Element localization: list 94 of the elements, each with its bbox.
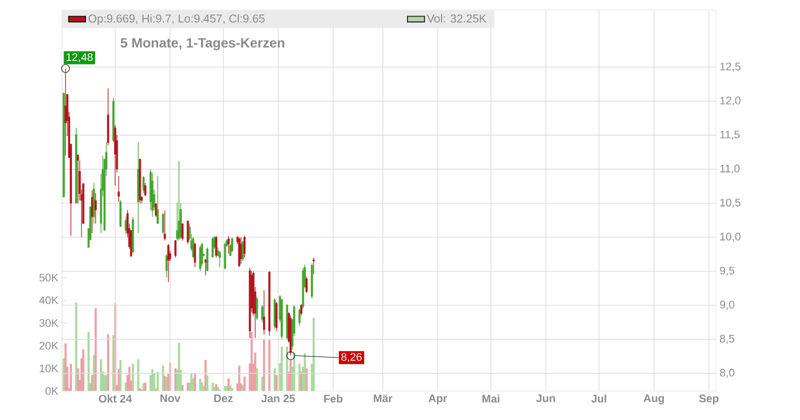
y-tick-label: 8,5 (720, 334, 734, 344)
candlestick (242, 240, 244, 262)
bar (70, 364, 72, 391)
bar (132, 364, 134, 391)
bar (64, 343, 67, 391)
bar (156, 372, 159, 391)
candlestick (256, 296, 258, 321)
y-tick-label: 12,5 (720, 62, 740, 72)
bar (107, 334, 110, 391)
bar (194, 373, 196, 391)
bar (137, 359, 140, 391)
bar (94, 308, 97, 391)
bar (268, 340, 270, 391)
candlestick (154, 202, 157, 218)
bar (153, 373, 156, 391)
candlestick (174, 240, 176, 258)
legend-label: Op:9.669, Hi:9.7, Lo:9.457, Cl:9.65 (88, 14, 265, 25)
bar (124, 382, 127, 391)
candlestick (181, 223, 184, 241)
y-tick-label: 9,0 (720, 300, 734, 310)
candlestick (300, 304, 302, 316)
bar (312, 318, 315, 391)
candlestick (231, 236, 234, 253)
bar (238, 366, 240, 391)
y2-tick-label: 0K (46, 387, 58, 395)
x-tick-label: Jul (591, 394, 606, 403)
y-tick-label: 11,5 (720, 130, 740, 140)
x-tick-label: Sep (699, 394, 719, 404)
x-tick-label: Nov (160, 394, 180, 402)
bar (199, 378, 202, 391)
x-tick-label: Jan 25 (261, 394, 295, 402)
candlestick (166, 254, 168, 278)
bar (300, 372, 302, 391)
candlestick (156, 176, 159, 224)
bar (62, 358, 65, 391)
candlestick (194, 242, 196, 268)
y-tick-label: 10,0 (720, 232, 740, 242)
candlestick (218, 250, 221, 268)
candlestick (306, 276, 308, 294)
bar (204, 360, 207, 391)
x-tick-label: Jun (536, 394, 555, 402)
y-tick-label: 12,0 (720, 96, 740, 106)
candlestick (261, 304, 264, 323)
bar (243, 376, 246, 391)
candlestick (263, 290, 266, 335)
text: 5 Monate, 1-Tages-Kerzen (120, 38, 284, 50)
candlestick (199, 245, 202, 272)
x-tick-label: Okt 24 (98, 394, 132, 403)
x-tick-label: Apr (428, 394, 448, 404)
candlestick (244, 236, 246, 258)
candlestick (298, 308, 301, 326)
candlestick (312, 257, 315, 275)
candlestick (94, 192, 97, 224)
candlestick (118, 176, 120, 202)
candlestick (144, 182, 146, 197)
x-tick-label: Mär (374, 394, 392, 402)
candlestick (162, 213, 164, 234)
bar (119, 360, 122, 391)
y2-tick-label: 20K (40, 342, 58, 350)
y2-tick-label: 40K (39, 296, 58, 304)
bar (290, 360, 292, 391)
annotation: 8,26 (341, 353, 362, 362)
bar (206, 375, 208, 391)
legend-label: Vol: 32.25K (426, 14, 486, 23)
bar (82, 349, 84, 391)
candlestick (76, 154, 79, 204)
bar (88, 332, 90, 391)
y2-tick-label: 50K (39, 274, 58, 282)
candlestick (206, 247, 208, 272)
bar (280, 346, 283, 391)
bar (274, 368, 276, 391)
candlestick (164, 210, 166, 241)
y-tick-label: 11,0 (720, 164, 740, 174)
x-tick-label: Aug (644, 394, 664, 404)
bar (212, 382, 214, 391)
bar (250, 332, 253, 391)
bar (262, 338, 266, 391)
annotation: 12,48 (66, 53, 93, 62)
y-tick-label: 8,0 (720, 368, 734, 378)
y-tick-label: 10,5 (720, 198, 740, 208)
y2-tick-label: 30K (39, 319, 58, 327)
bar (75, 302, 78, 391)
bar (215, 384, 218, 391)
candlestick (124, 216, 127, 234)
y-tick-label: 9,5 (720, 266, 734, 276)
bar (261, 376, 264, 391)
candlestick (167, 244, 170, 282)
candlestick (212, 236, 214, 258)
candlestick (228, 236, 230, 254)
x-tick-label: Feb (324, 394, 342, 403)
y2-tick-label: 10K (40, 364, 58, 372)
x-tick-label: Mai (482, 394, 500, 403)
x-tick-label: Dez (214, 394, 233, 402)
bar (275, 375, 278, 391)
